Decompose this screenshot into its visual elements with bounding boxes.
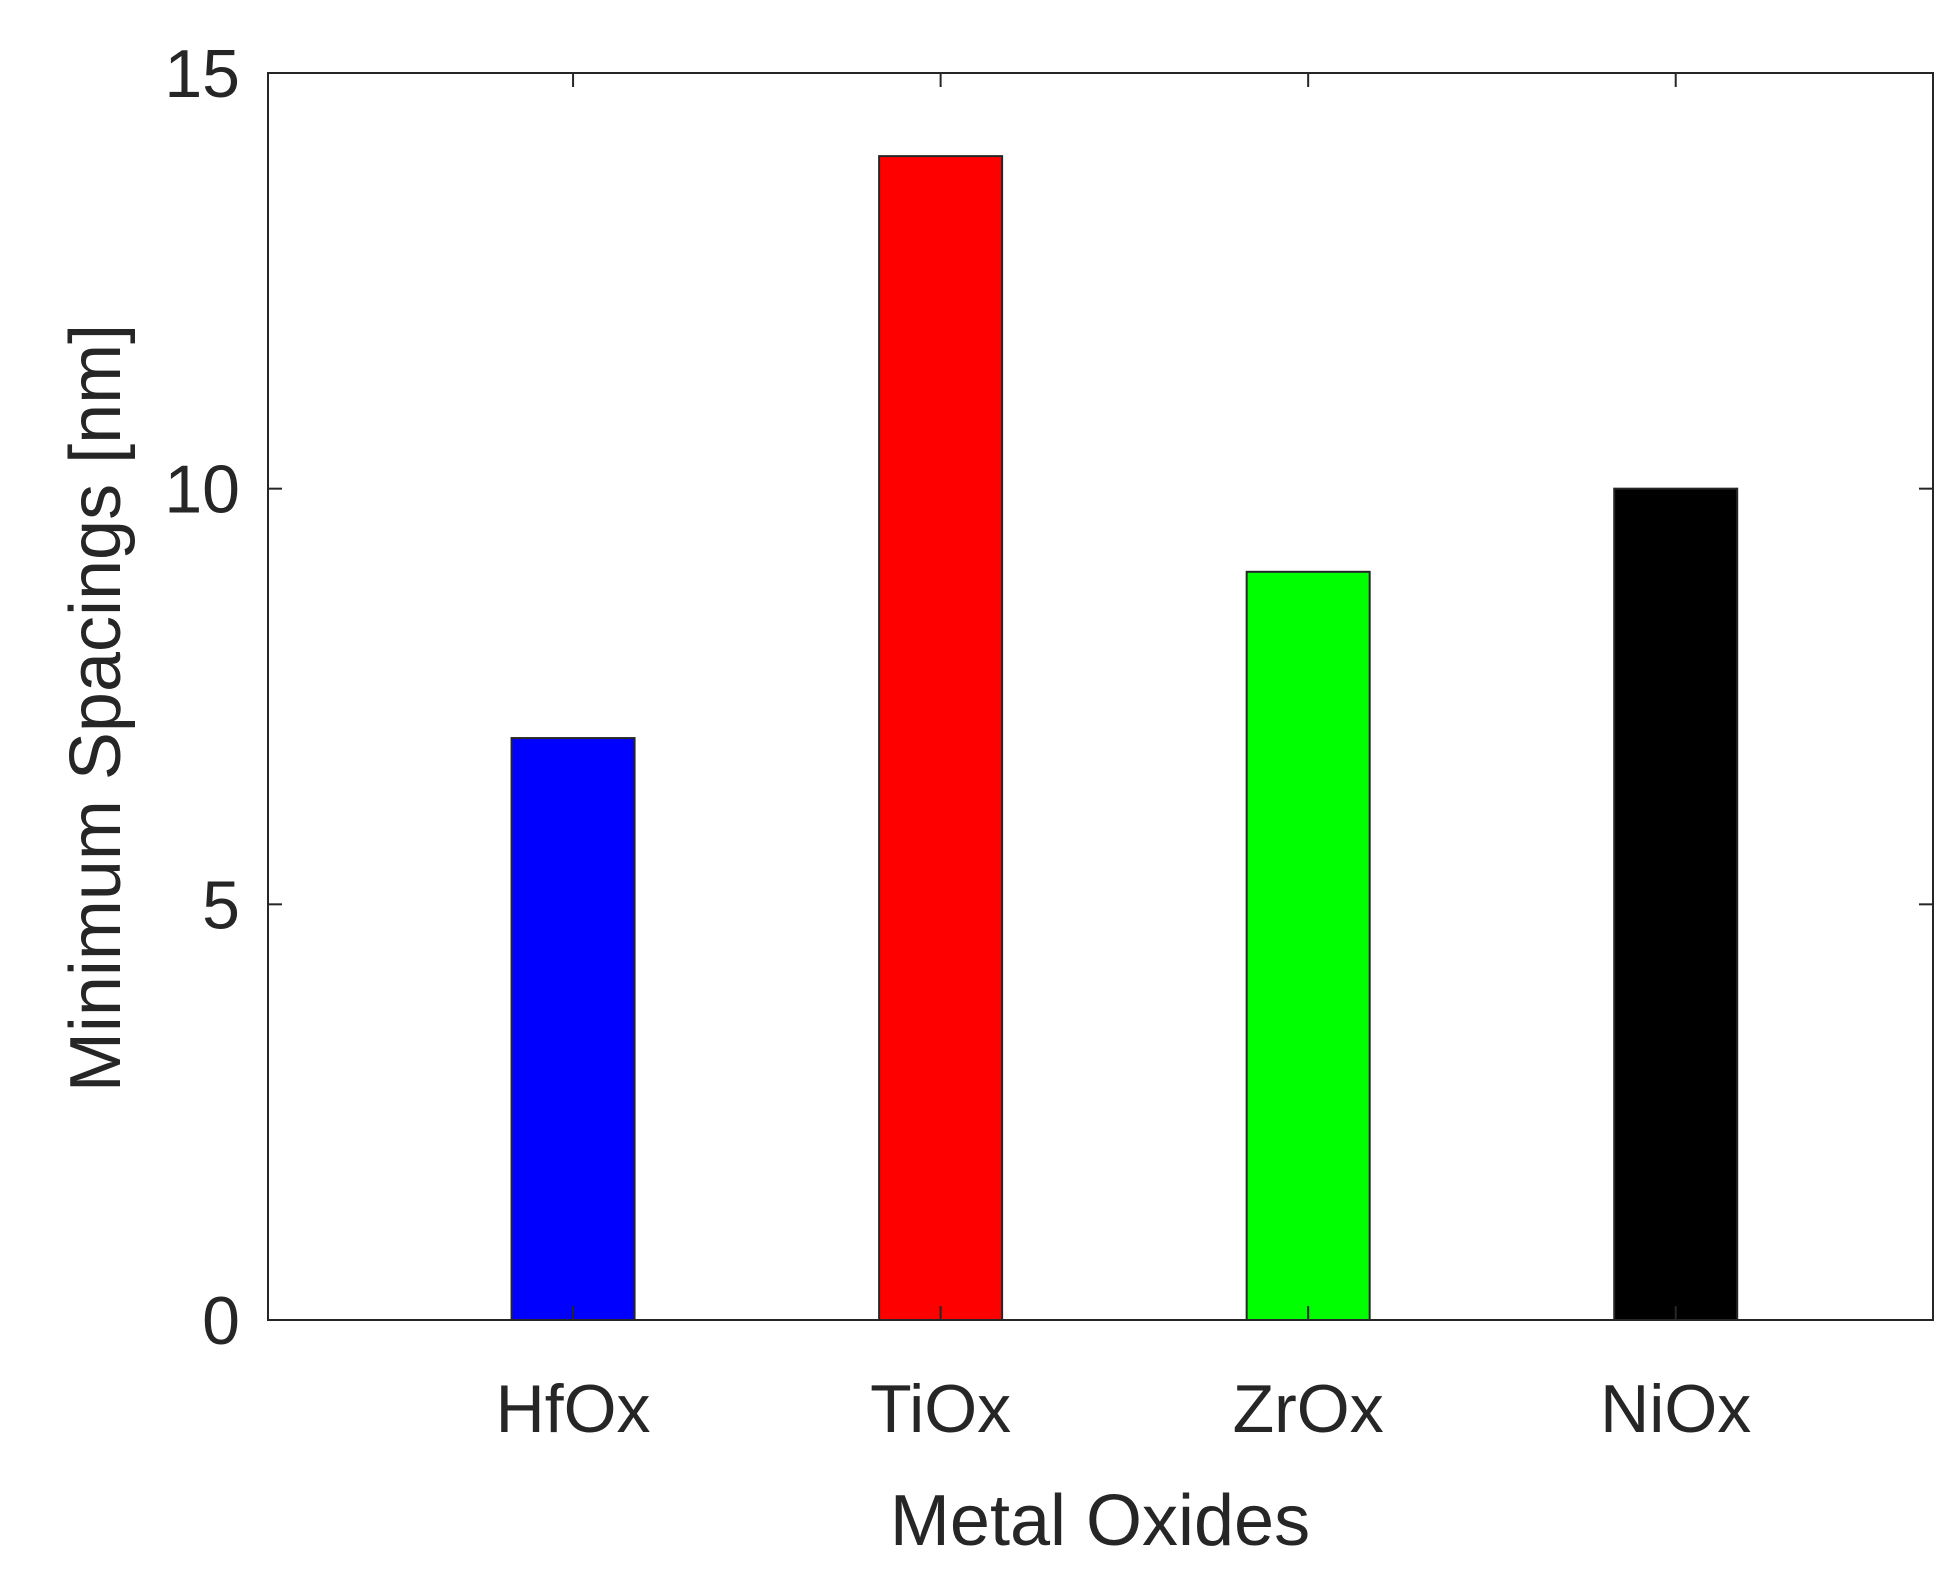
y-tick-label-0: 0 <box>202 1283 240 1359</box>
y-tick-label-5: 5 <box>202 867 240 943</box>
y-axis-title: Minimum Spacings [nm] <box>56 324 136 1092</box>
x-tick-label-hfox: HfOx <box>496 1371 651 1447</box>
bar-tiox <box>878 155 1004 1322</box>
axes-box <box>267 72 1934 1321</box>
bar-hfox <box>510 737 636 1321</box>
plot-area: HfOx TiOx ZrOx NiOx 0 5 10 15 <box>164 36 1934 1447</box>
x-axis-title: Metal Oxides <box>890 1481 1310 1561</box>
bar-zrox <box>1245 570 1371 1321</box>
y-tick-label-15: 15 <box>164 36 240 112</box>
bar-niox <box>1613 487 1739 1321</box>
x-tick-label-niox: NiOx <box>1600 1371 1751 1447</box>
x-tick-label-zrox: ZrOx <box>1233 1371 1384 1447</box>
x-tick-label-tiox: TiOx <box>870 1371 1011 1447</box>
y-tick-label-10: 10 <box>164 452 240 528</box>
